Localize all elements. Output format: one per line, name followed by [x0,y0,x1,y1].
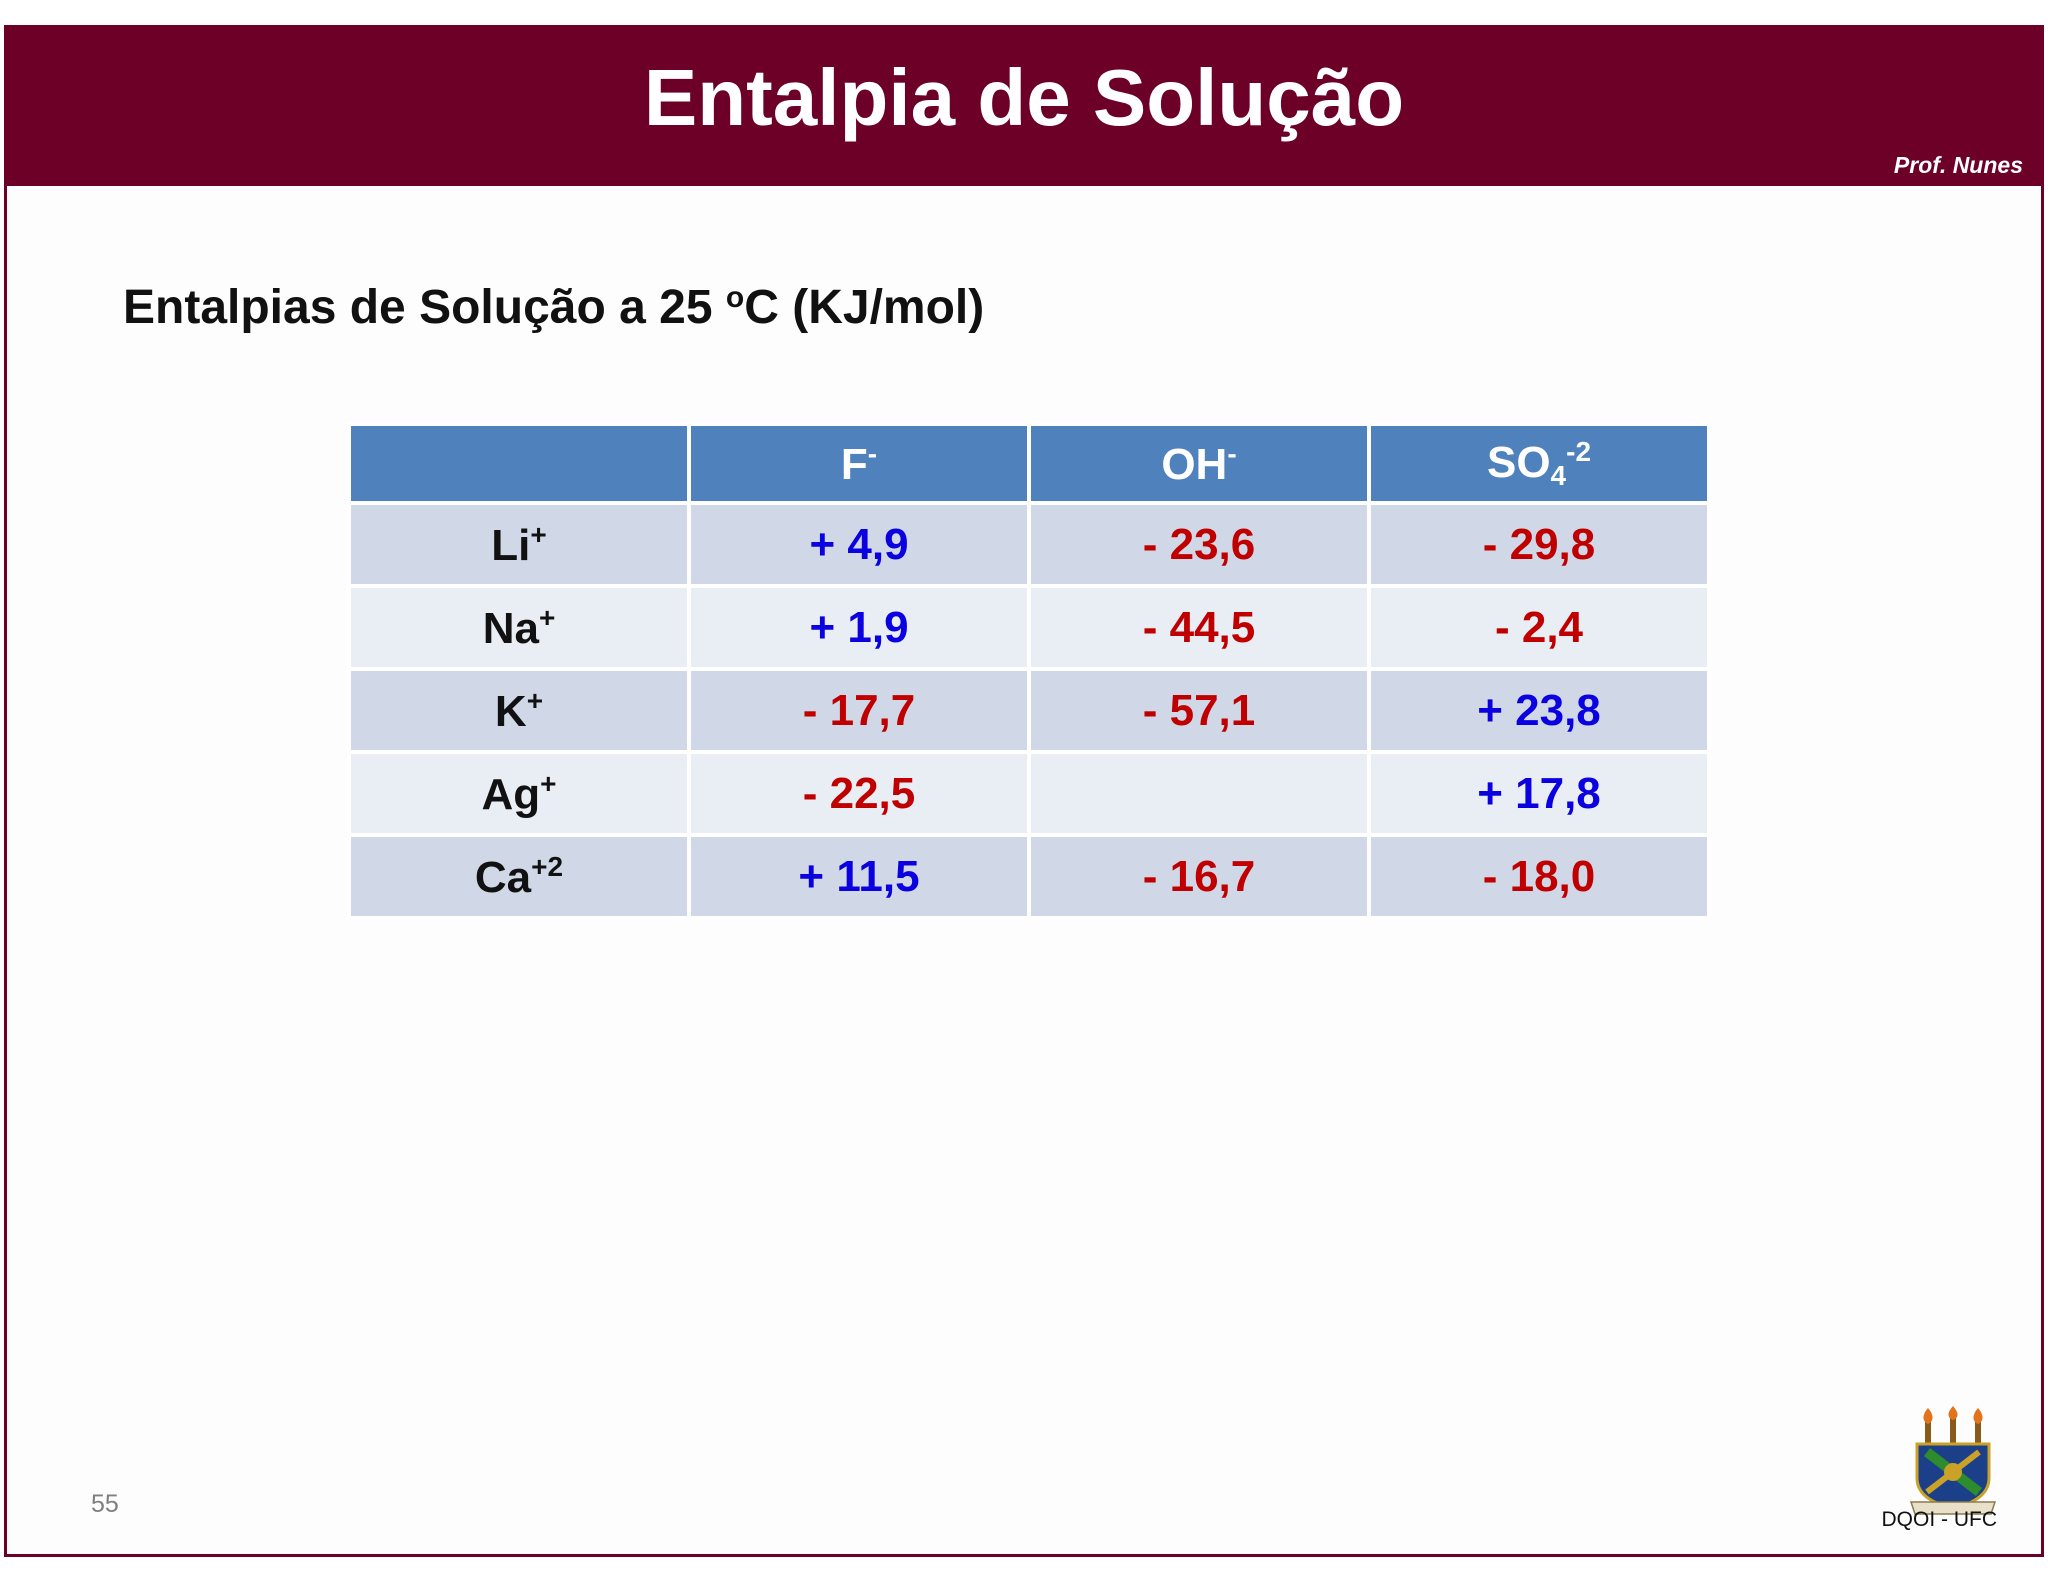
value-cell: + 17,8 [1367,750,1711,837]
page-number: 55 [91,1490,119,1518]
value-cell: - 23,6 [1027,501,1371,588]
ufc-coat-of-arms-icon [1907,1406,1999,1518]
cation-cell: Li+ [347,501,691,588]
slide-title: Entalpia de Solução [643,53,1405,142]
column-header: OH- [1027,422,1371,505]
header-corner-cell [347,422,691,505]
cation-cell: Ag+ [347,750,691,837]
author-label: Prof. Nunes [1893,152,2023,178]
value-cell: - 29,8 [1367,501,1711,588]
slide: Entalpia de Solução Prof. Nunes Entalpia… [4,25,2044,1557]
value-cell: - 57,1 [1027,667,1371,754]
table-row: Li+ + 4,9 - 23,6 - 29,8 [347,501,1711,588]
value-cell: + 11,5 [687,833,1031,920]
table-row: Ca+2 + 11,5 - 16,7 - 18,0 [347,833,1711,920]
value-cell: - 16,7 [1027,833,1371,920]
value-cell: - 44,5 [1027,584,1371,671]
value-cell: - 18,0 [1367,833,1711,920]
slide-header: Entalpia de Solução Prof. Nunes [7,28,2041,186]
cation-cell: Na+ [347,584,691,671]
table-row: K+ - 17,7 - 57,1 + 23,8 [347,667,1711,754]
caption-text-before: Entalpias de Solução a 25 [123,281,726,334]
cation-cell: K+ [347,667,691,754]
table-row: Ag+ - 22,5 + 17,8 [347,750,1711,837]
value-cell: + 4,9 [687,501,1031,588]
column-header: SO4-2 [1367,422,1711,505]
value-cell: - 2,4 [1367,584,1711,671]
table-caption: Entalpias de Solução a 25 oC (KJ/mol) [123,280,984,335]
department-label: DQOI - UFC [1881,1508,1998,1531]
column-header: F- [687,422,1031,505]
value-cell: - 17,7 [687,667,1031,754]
cation-cell: Ca+2 [347,833,691,920]
value-cell: + 23,8 [1367,667,1711,754]
value-cell: + 1,9 [687,584,1031,671]
caption-degree: o [725,281,745,314]
value-cell: - 22,5 [687,750,1031,837]
enthalpy-table: F- OH- SO4-2 Li+ + 4,9 - 23,6 - 29,8 Na+… [347,422,1711,920]
table-row: Na+ + 1,9 - 44,5 - 2,4 [347,584,1711,671]
table-header-row: F- OH- SO4-2 [347,422,1711,505]
value-cell [1027,750,1371,837]
caption-text-after: C (KJ/mol) [744,281,985,334]
